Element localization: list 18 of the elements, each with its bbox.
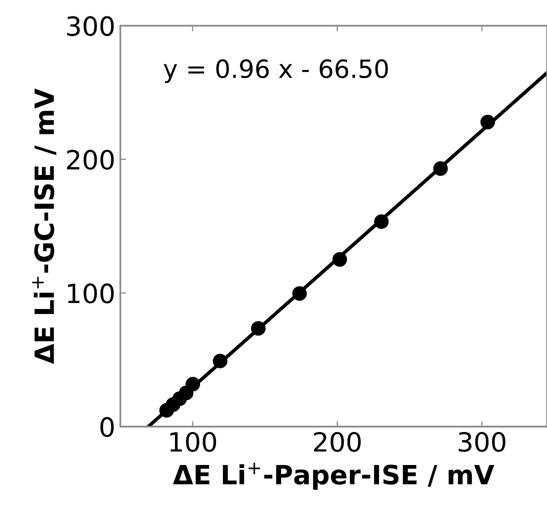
y-tick-label: 300 [67,16,114,36]
point [332,252,348,267]
point [186,376,200,392]
point [480,114,495,130]
y-tick-label: 0 [100,417,114,438]
x-tick-label: 200 [314,432,361,452]
x-tick-label: 100 [170,432,216,452]
x-axis-title: ΔE Li$^{+}$-Paper-ISE / mV [172,462,494,490]
point [251,321,266,336]
y-axis-title: ΔE Li$^{+}$-GC-ISE / mV [32,88,56,364]
point [212,354,228,368]
annotation: y = 0.96 x - 66.50 [164,59,388,84]
point [433,161,448,176]
point [292,286,307,301]
point [374,214,389,229]
x-tick-label: 300 [458,432,506,452]
y-tick-label: 200 [67,150,114,170]
y-tick-label: 100 [68,283,114,304]
